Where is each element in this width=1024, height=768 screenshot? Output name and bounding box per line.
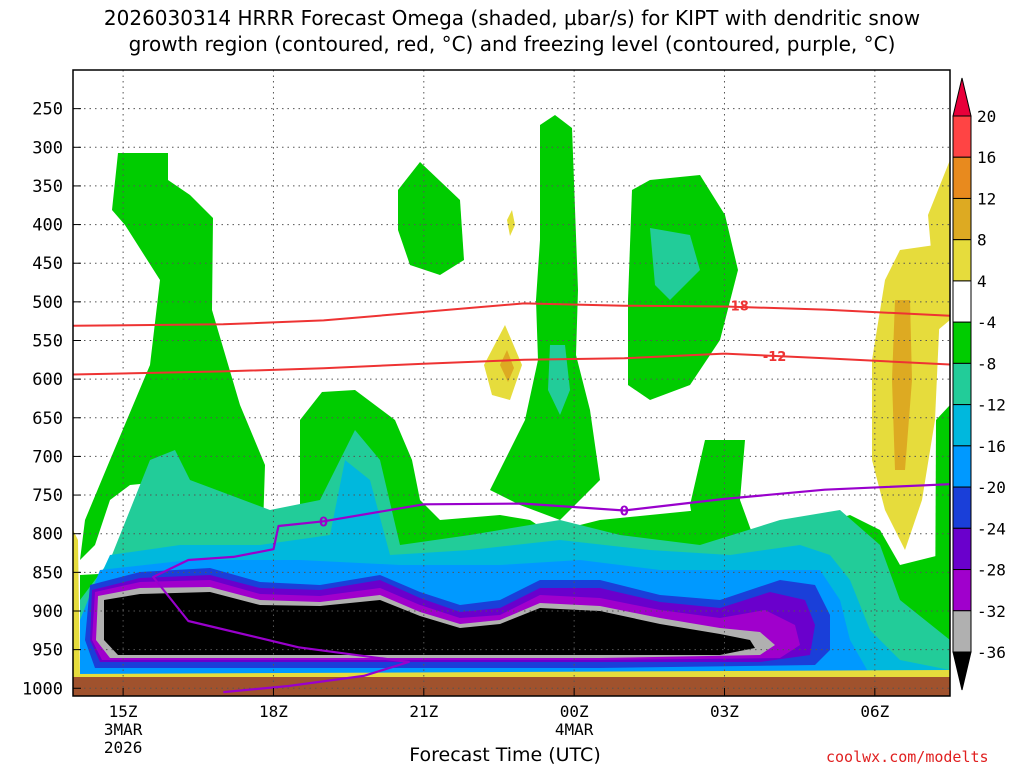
credit-link[interactable]: coolwx.com/modelts [826, 748, 989, 766]
colorbar-label: -36 [977, 643, 1006, 662]
colorbar-swatch [952, 486, 972, 529]
dgz-top-label: -18 [725, 300, 749, 315]
y-tick-label: 450 [32, 254, 63, 274]
y-tick-label: 650 [32, 409, 63, 429]
dgz-bottom-label: -12 [763, 350, 787, 365]
y-tick-label: 1000 [22, 679, 63, 699]
x-axis-label: Forecast Time (UTC) [409, 744, 601, 766]
y-tick-label: 400 [32, 216, 63, 236]
orange-region-east [892, 300, 912, 470]
y-tick-label: 300 [32, 138, 63, 158]
y-tick-label: 950 [32, 641, 63, 661]
colorbar-label: 12 [977, 189, 996, 208]
yellow-region-west-edge [73, 530, 80, 680]
yellow-region-small-2 [507, 210, 515, 236]
colorbar-label: -16 [977, 437, 1006, 456]
colorbar-swatch [952, 115, 972, 158]
colorbar-label: -12 [977, 396, 1006, 415]
colorbar-swatch [952, 197, 972, 241]
x-tick-date-label: 4MAR [555, 720, 594, 739]
colorbar-swatch [952, 445, 972, 488]
y-tick-label: 550 [32, 331, 63, 351]
y-tick-label: 250 [32, 100, 63, 120]
plot-frame [72, 69, 951, 697]
colorbar-label: -4 [977, 313, 996, 332]
y-tick-label: 900 [32, 602, 63, 622]
x-tick-label: 21Z [409, 702, 438, 721]
colorbar-label: 4 [977, 272, 987, 291]
freezing-level-contour [152, 483, 950, 694]
colorbar-label: -8 [977, 354, 996, 373]
freezing-label-2: 0 [620, 505, 629, 520]
green-region-upper-middle [398, 162, 464, 275]
colorbar-label: -28 [977, 561, 1006, 580]
colorbar-swatch [952, 569, 972, 612]
colorbar-swatch [952, 321, 972, 364]
colorbar-label: -24 [977, 519, 1006, 538]
colorbar-label: -20 [977, 478, 1006, 497]
yellow-region-far-east [928, 160, 950, 330]
colorbar-swatch [952, 610, 972, 653]
terrain-band [73, 677, 950, 696]
y-tick-label: 700 [32, 447, 63, 467]
y-tick-label: 600 [32, 370, 63, 390]
colorbar-swatch [952, 362, 972, 406]
omega-shading [73, 115, 950, 696]
colorbar-swatch [952, 527, 972, 571]
x-tick-label: 03Z [710, 702, 739, 721]
x-tick-label: 18Z [259, 702, 288, 721]
colorbar-label: 8 [977, 231, 987, 250]
colorbar: 20 16 12 8 4 -4 -8 -12 -16 -20 -24 -28 -32 -36 [952, 77, 1006, 691]
colorbar-label: -32 [977, 602, 1006, 621]
x-tick-date-label: 3MAR [104, 720, 143, 739]
green-region-west [80, 153, 265, 560]
x-tick-label: 00Z [560, 702, 589, 721]
colorbar-swatch [952, 280, 972, 323]
colorbar-label: 20 [977, 107, 996, 126]
x-tick-year-label: 2026 [104, 738, 143, 757]
dgz-contour-minus12 [73, 352, 950, 376]
y-tick-label: 800 [32, 525, 63, 545]
y-tick-label: 350 [32, 177, 63, 197]
teal-region-1 [650, 228, 700, 300]
colorbar-swatch [952, 156, 972, 199]
green-region-central-tower [490, 115, 600, 520]
colorbar-swatch [952, 239, 972, 282]
chart-title-line-1: 2026030314 HRRR Forecast Omega (shaded, … [103, 6, 921, 30]
chart-title-line-2: growth region (contoured, red, °C) and f… [128, 32, 896, 56]
dgz-contour-minus18 [73, 302, 950, 327]
teal-region-2 [548, 345, 570, 415]
freezing-label-1: 0 [319, 515, 328, 530]
temperature-contours: -18 -12 0 0 [73, 300, 950, 694]
y-tick-label: 850 [32, 563, 63, 583]
y-tick-label: 750 [32, 486, 63, 506]
y-tick-label: 500 [32, 293, 63, 313]
orange-region-small [500, 350, 514, 382]
axes: 250 300 350 400 450 500 550 600 650 700 750 800 850 9… [22, 100, 890, 757]
colorbar-bottom-arrow [952, 651, 972, 691]
colorbar-swatch [952, 404, 972, 447]
colorbar-label: 16 [977, 148, 996, 167]
colorbar-top-arrow [952, 77, 972, 117]
x-tick-label: 06Z [860, 702, 889, 721]
x-tick-label: 15Z [109, 702, 138, 721]
green-region-east-edge [935, 405, 950, 640]
